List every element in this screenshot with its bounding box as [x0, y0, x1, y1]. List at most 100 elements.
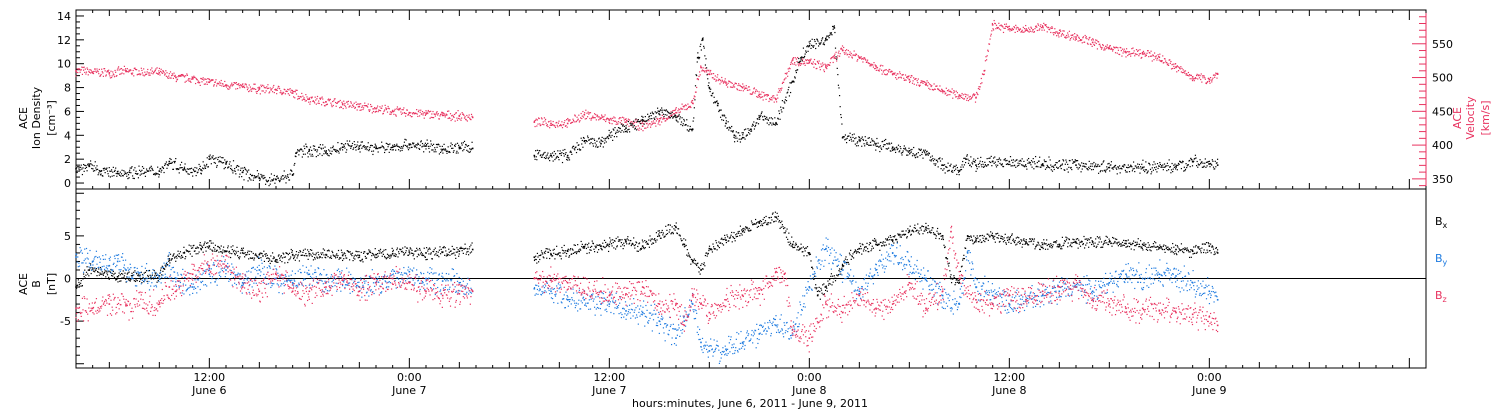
data-point	[1145, 161, 1147, 163]
data-point	[255, 177, 257, 179]
data-point	[1198, 77, 1201, 79]
data-point	[1156, 163, 1159, 165]
data-point	[179, 256, 181, 258]
data-point	[696, 56, 699, 59]
data-point	[202, 77, 204, 79]
data-point	[102, 72, 104, 74]
data-point	[652, 120, 655, 122]
data-point	[1037, 166, 1039, 168]
data-point	[533, 120, 536, 122]
data-point	[329, 256, 331, 259]
data-point	[585, 117, 588, 120]
data-point	[842, 49, 844, 51]
data-point	[812, 63, 814, 65]
data-point	[602, 146, 604, 148]
data-point	[1077, 168, 1079, 170]
data-point	[313, 256, 316, 259]
data-point	[312, 259, 315, 261]
data-point	[658, 121, 660, 123]
data-point	[719, 79, 722, 81]
data-point	[610, 243, 613, 245]
density-tick-label: 8	[64, 82, 71, 95]
data-point	[347, 100, 350, 102]
data-point	[544, 252, 546, 255]
data-point	[381, 141, 383, 143]
data-point	[903, 145, 905, 147]
data-point	[637, 119, 639, 121]
data-point	[668, 116, 670, 118]
data-point	[565, 158, 568, 161]
data-point	[928, 87, 930, 89]
data-point	[887, 143, 889, 145]
data-point	[539, 124, 541, 127]
data-point	[290, 169, 292, 172]
data-point	[441, 145, 443, 147]
data-point	[859, 140, 861, 143]
data-point	[539, 258, 541, 261]
data-point	[1161, 60, 1163, 62]
data-point	[1039, 156, 1041, 158]
data-point	[626, 130, 628, 132]
data-point	[582, 116, 585, 118]
data-point	[330, 147, 332, 149]
data-point	[451, 245, 453, 248]
data-point	[741, 136, 744, 139]
data-point	[1170, 68, 1173, 70]
data-point	[571, 121, 574, 123]
data-point	[411, 113, 414, 115]
data-point	[898, 76, 900, 79]
data-point	[757, 118, 759, 120]
data-point	[344, 255, 347, 257]
data-point	[470, 113, 473, 116]
data-point	[153, 269, 155, 272]
data-point	[1169, 165, 1171, 168]
data-point	[701, 70, 703, 72]
data-point	[1122, 165, 1124, 167]
data-point	[214, 158, 216, 160]
data-point	[679, 235, 681, 237]
data-point	[431, 144, 434, 147]
data-point	[129, 167, 131, 169]
data-point	[357, 148, 359, 150]
data-point	[612, 241, 614, 244]
data-point	[212, 155, 214, 157]
data-point	[327, 149, 330, 151]
data-point	[749, 133, 751, 135]
data-point	[228, 251, 230, 253]
data-point	[837, 55, 839, 57]
data-point	[825, 66, 827, 69]
data-point	[406, 247, 408, 249]
data-point	[1153, 167, 1156, 169]
data-point	[379, 106, 381, 108]
data-point	[223, 168, 225, 170]
data-point	[466, 145, 469, 147]
data-point	[451, 143, 453, 146]
data-point	[185, 169, 187, 171]
data-point	[312, 252, 314, 254]
data-point	[592, 115, 594, 117]
data-point	[344, 105, 347, 107]
data-point	[116, 175, 118, 177]
data-point	[409, 112, 411, 114]
data-point	[441, 251, 443, 254]
data-point	[1092, 38, 1094, 40]
data-point	[160, 267, 162, 269]
data-point	[220, 251, 222, 253]
data-point	[670, 111, 672, 113]
data-point	[190, 245, 192, 247]
data-point	[158, 174, 161, 176]
data-point	[145, 168, 148, 170]
data-point	[967, 162, 970, 164]
data-point	[351, 252, 354, 254]
data-point	[782, 107, 785, 109]
data-point	[312, 155, 314, 157]
data-point	[1079, 164, 1081, 166]
data-point	[1043, 29, 1045, 31]
data-point	[120, 280, 122, 282]
data-point	[119, 274, 121, 276]
data-point	[761, 91, 763, 93]
data-point	[809, 59, 812, 61]
data-point	[1062, 159, 1064, 161]
data-point	[598, 116, 600, 118]
data-point	[285, 182, 287, 184]
